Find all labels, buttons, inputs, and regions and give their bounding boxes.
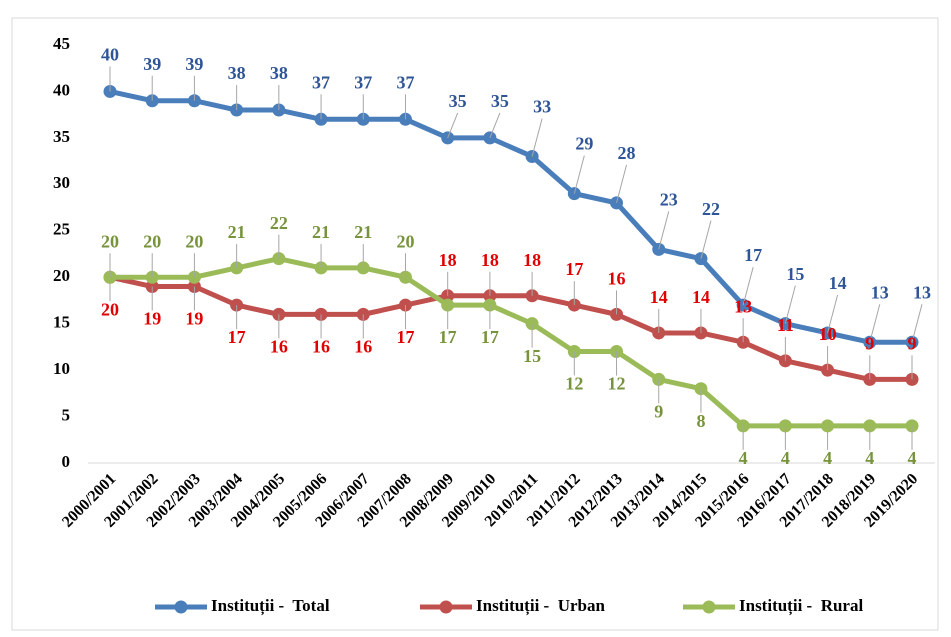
y-tick-label: 20 xyxy=(53,266,70,285)
leader-line xyxy=(447,112,459,139)
legend-marker xyxy=(174,600,188,614)
data-label: 23 xyxy=(660,189,678,209)
data-label: 16 xyxy=(354,337,372,357)
data-label: 17 xyxy=(565,259,583,279)
data-label: 12 xyxy=(608,374,626,394)
data-label: 8 xyxy=(696,411,705,431)
data-label: 17 xyxy=(396,327,414,347)
leader-line xyxy=(658,211,670,250)
y-tick-label: 0 xyxy=(62,452,71,471)
legend-marker xyxy=(702,600,716,614)
data-label: 20 xyxy=(396,231,414,251)
legend-marker xyxy=(439,600,453,614)
y-tick-label: 25 xyxy=(53,220,70,239)
data-label: 15 xyxy=(786,264,804,284)
legend-label: Instituții - Rural xyxy=(739,596,863,616)
data-label: 16 xyxy=(608,269,626,289)
data-label: 17 xyxy=(744,245,762,265)
series-line xyxy=(109,89,912,345)
data-label: 22 xyxy=(702,199,720,219)
data-label: 4 xyxy=(781,448,790,468)
data-label: 18 xyxy=(481,250,499,270)
data-label: 28 xyxy=(618,143,636,163)
data-label: 29 xyxy=(575,134,593,154)
leader-line xyxy=(489,112,501,139)
y-tick-label: 5 xyxy=(62,405,71,424)
leader-line xyxy=(573,155,585,194)
data-label: 13 xyxy=(734,296,752,316)
data-label: 9 xyxy=(865,334,874,354)
y-tick-label: 30 xyxy=(53,173,70,192)
data-label: 11 xyxy=(777,315,794,335)
data-label: 20 xyxy=(185,231,203,251)
leader-line xyxy=(700,220,712,259)
data-label: 35 xyxy=(449,91,467,111)
data-label: 20 xyxy=(143,231,161,251)
data-label: 39 xyxy=(185,54,203,74)
data-label: 17 xyxy=(439,327,457,347)
data-label: 22 xyxy=(270,213,288,233)
y-tick-label: 40 xyxy=(53,80,70,99)
data-label: 19 xyxy=(143,309,161,329)
data-label: 20 xyxy=(101,299,119,319)
data-label: 14 xyxy=(829,273,847,293)
data-label: 14 xyxy=(692,287,710,307)
data-label: 21 xyxy=(228,222,246,242)
data-label: 9 xyxy=(654,402,663,422)
data-label: 33 xyxy=(533,97,551,117)
y-tick-label: 10 xyxy=(53,359,70,378)
data-label: 39 xyxy=(143,54,161,74)
data-label: 37 xyxy=(396,72,414,92)
data-label: 35 xyxy=(491,91,509,111)
data-label: 13 xyxy=(913,282,931,302)
legend-label: Instituții - Urban xyxy=(476,596,605,616)
data-label: 4 xyxy=(865,448,874,468)
data-label: 38 xyxy=(228,63,246,83)
data-label: 38 xyxy=(270,63,288,83)
data-label: 17 xyxy=(228,327,246,347)
series-line xyxy=(109,274,912,382)
data-label: 4 xyxy=(739,448,748,468)
data-label: 37 xyxy=(312,72,330,92)
y-tick-label: 15 xyxy=(53,313,70,332)
data-label: 18 xyxy=(439,250,457,270)
leader-line xyxy=(616,164,628,204)
data-label: 4 xyxy=(908,448,917,468)
series-line xyxy=(110,256,912,429)
leader-line xyxy=(869,304,881,343)
leader-line xyxy=(531,118,543,157)
data-label: 4 xyxy=(823,448,832,468)
data-label: 19 xyxy=(185,309,203,329)
data-label: 9 xyxy=(908,334,917,354)
leader-line xyxy=(827,294,839,334)
leader-line xyxy=(784,285,796,324)
data-label: 37 xyxy=(354,72,372,92)
data-label: 21 xyxy=(354,222,372,242)
leader-line xyxy=(742,266,754,306)
data-label: 20 xyxy=(101,231,119,251)
leader-line xyxy=(911,304,923,343)
data-label: 40 xyxy=(101,45,119,65)
data-label: 17 xyxy=(481,327,499,347)
legend-label: Instituții - Total xyxy=(211,596,330,616)
data-label: 14 xyxy=(650,287,668,307)
data-label: 12 xyxy=(565,374,583,394)
data-label: 21 xyxy=(312,222,330,242)
y-tick-label: 35 xyxy=(53,127,70,146)
y-tick-label: 45 xyxy=(53,34,70,53)
data-label: 18 xyxy=(523,250,541,270)
data-label: 15 xyxy=(523,346,541,366)
data-label: 16 xyxy=(270,337,288,357)
data-label: 10 xyxy=(819,324,837,344)
data-label: 13 xyxy=(871,282,889,302)
data-label: 16 xyxy=(312,337,330,357)
